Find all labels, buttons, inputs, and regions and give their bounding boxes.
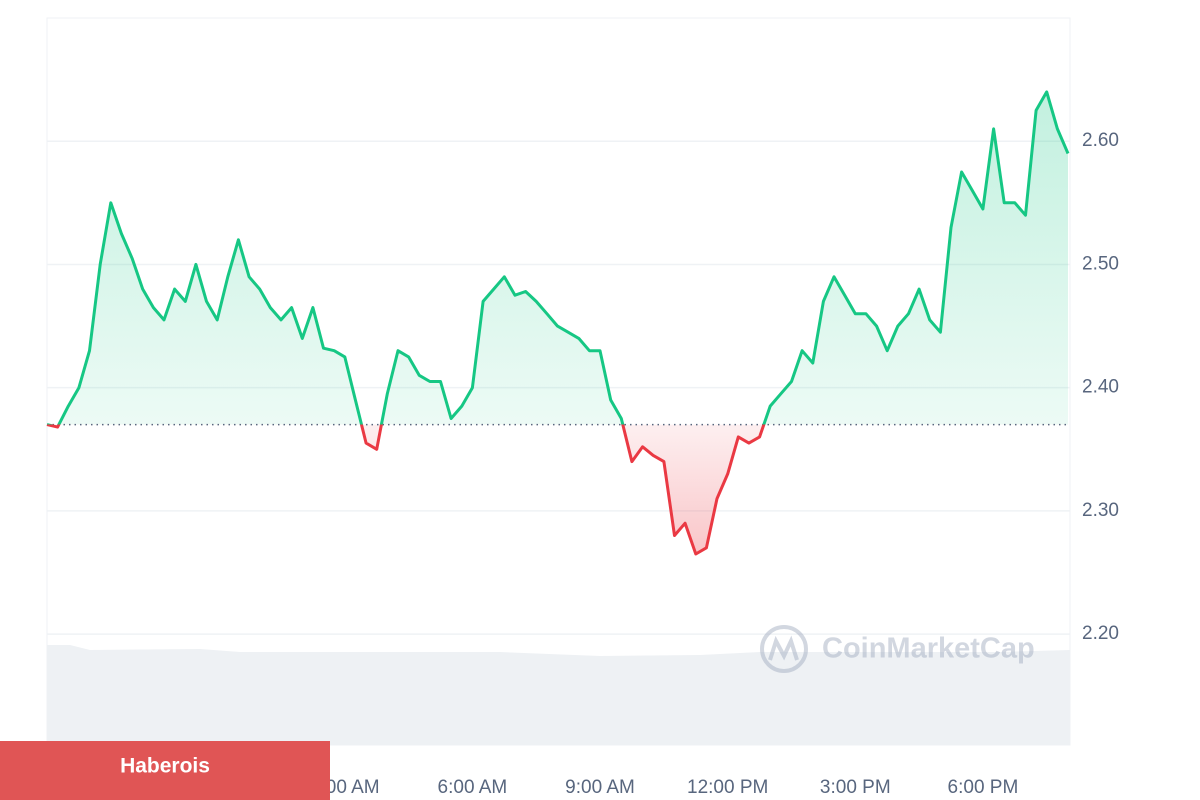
banner-label: Haberois xyxy=(120,755,210,778)
x-tick-label: 6:00 AM xyxy=(438,777,508,798)
y-tick-label: 2.40 xyxy=(1082,377,1119,398)
x-tick-label: 12:00 PM xyxy=(687,777,768,798)
watermark-logo-mark xyxy=(768,635,799,661)
watermark-text: CoinMarketCap xyxy=(822,633,1035,665)
area-fill xyxy=(47,91,1068,555)
watermark: CoinMarketCap xyxy=(760,625,1035,673)
y-tick-label: 2.20 xyxy=(1082,623,1119,644)
y-tick-label: 2.30 xyxy=(1082,500,1119,521)
y-tick-label: 2.60 xyxy=(1082,130,1119,151)
watermark-logo xyxy=(760,625,808,673)
y-tick-label: 2.50 xyxy=(1082,253,1119,274)
banner xyxy=(0,741,330,800)
x-tick-label: 9:00 AM xyxy=(565,777,635,798)
volume-area xyxy=(47,645,1070,745)
x-tick-label: 3:00 PM xyxy=(820,777,891,798)
price-line xyxy=(46,90,1070,556)
x-tick-label: 6:00 PM xyxy=(948,777,1019,798)
